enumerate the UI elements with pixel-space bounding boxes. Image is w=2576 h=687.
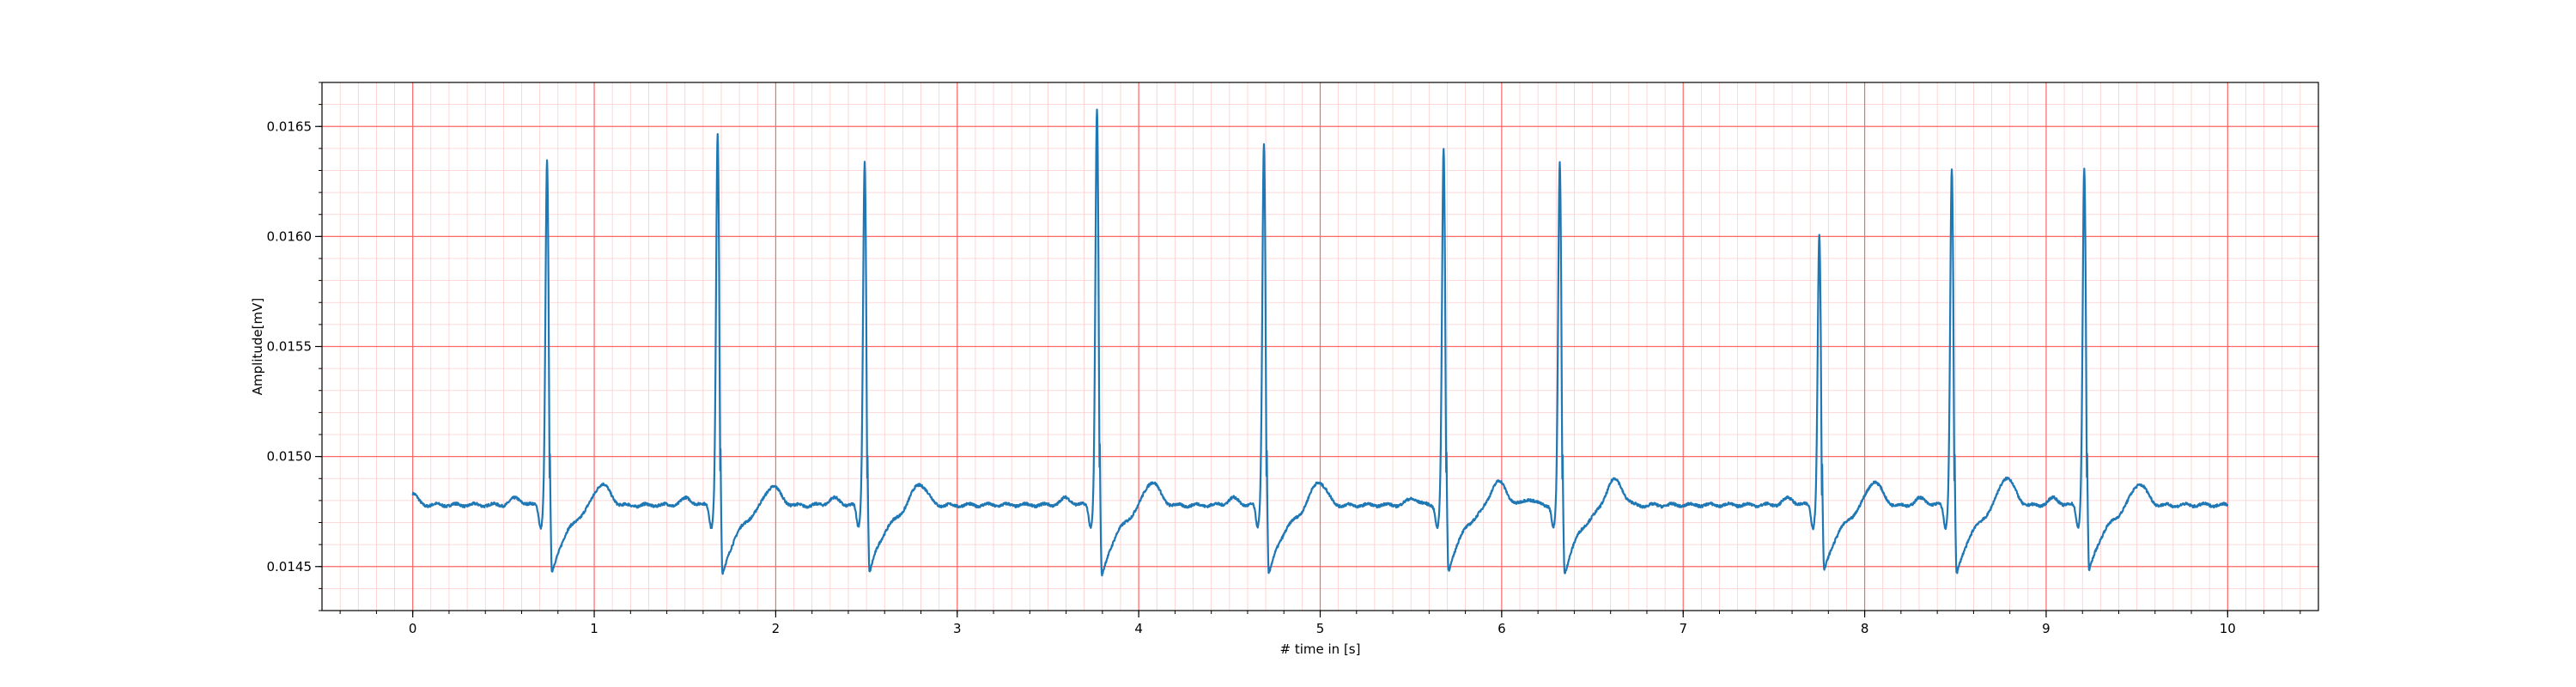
- x-axis-ticks: 0 1 2 3 4 5 6 7 8 9 10: [339, 611, 2301, 636]
- x-tick-label: 7: [1679, 621, 1687, 636]
- x-tick-label: 1: [590, 621, 598, 636]
- y-tick-label: 0.0150: [267, 449, 313, 465]
- x-tick-label: 6: [1498, 621, 1506, 636]
- x-tick-label: 4: [1134, 621, 1143, 636]
- y-axis-label: Amplitude[mV]: [250, 298, 265, 395]
- ecg-signal-line: [411, 108, 2229, 577]
- y-tick-label: 0.0145: [267, 559, 313, 575]
- major-grid: [322, 82, 2318, 611]
- x-tick-label: 0: [409, 621, 417, 636]
- x-tick-label: 2: [772, 621, 781, 636]
- y-tick-label: 0.0165: [267, 119, 313, 134]
- x-tick-label: 5: [1316, 621, 1325, 636]
- x-tick-label: 9: [2042, 621, 2050, 636]
- y-tick-label: 0.0160: [267, 228, 313, 244]
- x-tick-label: 3: [953, 621, 962, 636]
- plot-series: [411, 108, 2229, 577]
- x-tick-label: 8: [1861, 621, 1869, 636]
- y-axis-ticks: 0.0145 0.0150 0.0155 0.0160 0.0165: [267, 82, 322, 611]
- x-axis-label: # time in [s]: [1280, 641, 1361, 657]
- y-tick-label: 0.0155: [267, 339, 313, 355]
- x-tick-label: 10: [2220, 621, 2236, 636]
